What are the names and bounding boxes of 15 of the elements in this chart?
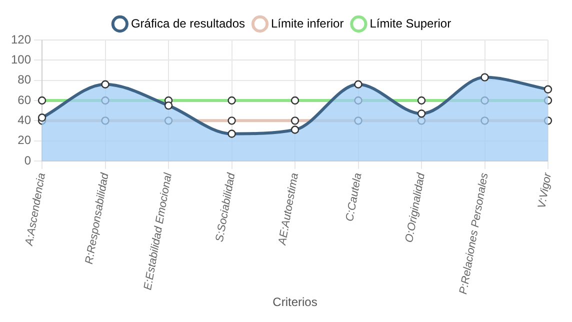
x-tick-label: P:Relaciones Personales xyxy=(458,172,491,296)
x-tick-label: V:Vigor xyxy=(536,170,554,210)
x-tick-label: E:Estabilidad Emocional xyxy=(142,172,175,292)
y-tick-label: 60 xyxy=(18,92,32,107)
y-tick-label: 20 xyxy=(18,133,32,148)
y-tick-label: 120 xyxy=(10,32,32,46)
y-tick-label: 80 xyxy=(18,72,32,87)
y-tick-label: 100 xyxy=(10,52,32,66)
y-tick-label: 0 xyxy=(24,153,32,168)
legend-label: Límite inferior xyxy=(271,16,344,30)
y-tick-label: 40 xyxy=(18,112,32,127)
legend-label: Gráfica de resultados xyxy=(130,16,246,30)
x-tick-label: C:Cautela xyxy=(344,172,364,222)
legend-label: Límite Superior xyxy=(370,16,452,30)
x-axis-title: Criterios xyxy=(272,295,318,310)
